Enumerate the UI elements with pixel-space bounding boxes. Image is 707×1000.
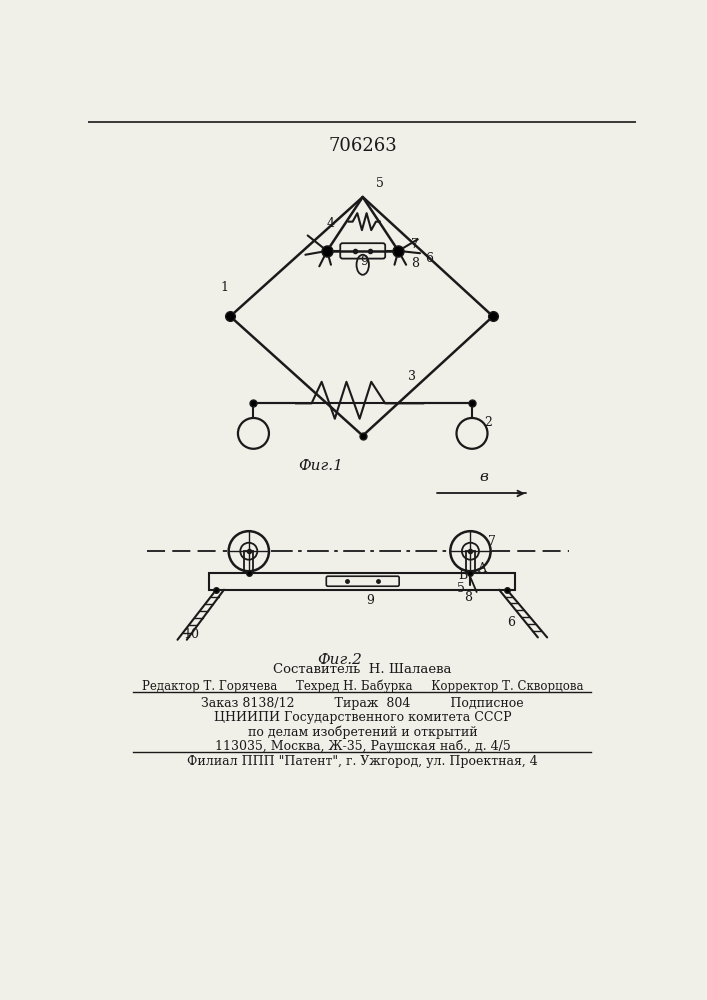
Text: 1: 1 (220, 281, 228, 294)
Text: в: в (479, 470, 488, 484)
Text: Фиг.1: Фиг.1 (298, 459, 344, 473)
Text: 7: 7 (489, 535, 496, 548)
Text: 6: 6 (507, 616, 515, 629)
Text: 6: 6 (426, 252, 433, 265)
Text: 9: 9 (361, 255, 368, 268)
Text: 5: 5 (457, 582, 465, 595)
Text: Заказ 8138/12          Тираж  804          Подписное: Заказ 8138/12 Тираж 804 Подписное (201, 697, 524, 710)
Text: 8: 8 (411, 257, 419, 270)
Text: ЦНИИПИ Государственного комитета СССР: ЦНИИПИ Государственного комитета СССР (214, 711, 512, 724)
Text: Фиг.2: Фиг.2 (317, 653, 362, 667)
Text: 9: 9 (366, 594, 375, 607)
Bar (244, 551, 253, 573)
Text: 113035, Москва, Ж-35, Раушская наб., д. 4/5: 113035, Москва, Ж-35, Раушская наб., д. … (215, 739, 510, 753)
Text: 706263: 706263 (328, 137, 397, 155)
Bar (466, 551, 475, 573)
Text: по делам изобретений и открытий: по делам изобретений и открытий (248, 725, 477, 739)
Bar (209, 573, 515, 590)
Text: Составитель  Н. Шалаева: Составитель Н. Шалаева (274, 663, 452, 676)
Text: 7: 7 (411, 238, 419, 251)
Text: 2: 2 (484, 416, 492, 429)
Text: 5: 5 (376, 177, 384, 190)
Text: A: A (477, 562, 486, 575)
Text: 8: 8 (464, 591, 472, 604)
Text: Б: Б (458, 569, 467, 582)
Text: Филиал ППП "Патент", г. Ужгород, ул. Проектная, 4: Филиал ППП "Патент", г. Ужгород, ул. Про… (187, 755, 538, 768)
Text: 4: 4 (327, 217, 335, 230)
Text: 10: 10 (183, 628, 199, 641)
Text: Редактор Т. Горячева     Техред Н. Бабурка     Корректор Т. Скворцова: Редактор Т. Горячева Техред Н. Бабурка К… (142, 680, 583, 693)
Text: 3: 3 (409, 370, 416, 383)
